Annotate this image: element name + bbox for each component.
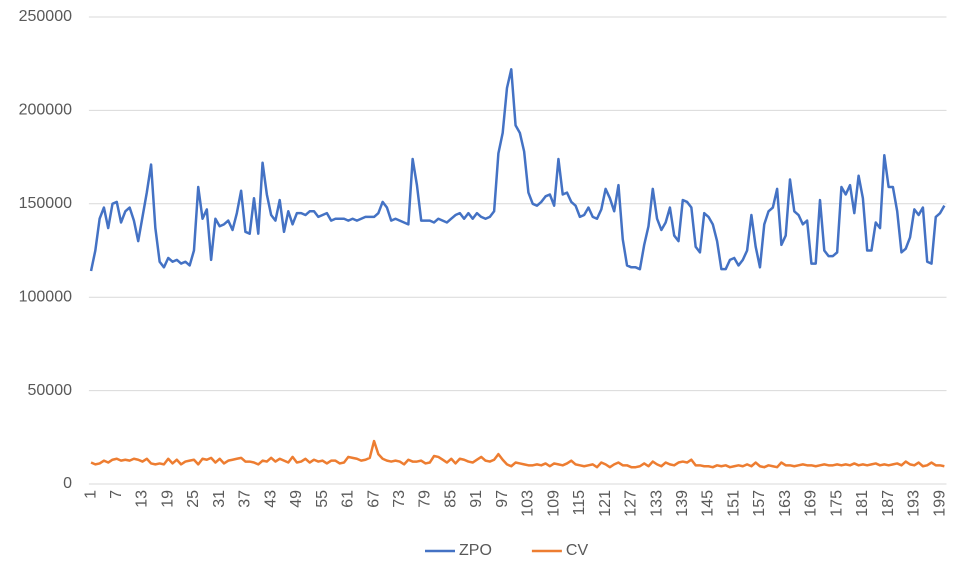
x-tick-label: 193: [906, 490, 923, 517]
series-line: [90, 439, 945, 469]
x-tick-label: 175: [828, 490, 845, 517]
legend-label: CV: [566, 542, 589, 559]
x-tick-label: 121: [597, 490, 614, 517]
x-tick-label: 19: [159, 490, 176, 508]
x-tick-label: 103: [520, 490, 537, 517]
x-tick-label: 115: [571, 490, 588, 516]
x-tick-label: 7: [108, 490, 125, 499]
legend-label: ZPO: [459, 542, 492, 559]
x-tick-label: 163: [777, 490, 794, 517]
x-tick-label: 169: [803, 490, 820, 517]
x-tick-label: 133: [648, 490, 665, 517]
x-tick-label: 199: [931, 490, 948, 517]
x-tick-label: 187: [880, 490, 897, 517]
y-tick-label: 200000: [19, 102, 72, 119]
x-tick-label: 97: [494, 490, 511, 508]
x-tick-label: 109: [545, 490, 562, 517]
x-tick-label: 139: [674, 490, 691, 517]
x-tick-label: 151: [725, 490, 742, 517]
x-tick-label: 55: [314, 490, 331, 508]
x-tick-label: 37: [237, 490, 254, 508]
x-tick-label: 181: [854, 490, 871, 517]
x-tick-label: 13: [134, 490, 151, 508]
y-tick-label: 100000: [19, 288, 72, 305]
x-tick-label: 91: [468, 490, 485, 508]
series-line: [89, 68, 946, 272]
x-tick-label: 43: [262, 490, 279, 508]
x-tick-label: 145: [700, 490, 717, 517]
x-tick-label: 79: [417, 490, 434, 508]
x-tick-label: 67: [365, 490, 382, 508]
x-tick-label: 25: [185, 490, 202, 508]
x-tick-label: 157: [751, 490, 768, 517]
y-tick-label: 50000: [28, 382, 73, 399]
x-tick-label: 127: [623, 490, 640, 517]
x-tick-label: 85: [442, 490, 459, 508]
y-tick-label: 150000: [19, 195, 72, 212]
x-tick-label: 61: [340, 490, 357, 508]
y-tick-label: 250000: [19, 8, 72, 25]
x-tick-label: 73: [391, 490, 408, 508]
x-tick-label: 49: [288, 490, 305, 508]
x-tick-label: 31: [211, 490, 228, 508]
y-tick-label: 0: [63, 475, 72, 492]
x-tick-label: 1: [82, 490, 99, 499]
